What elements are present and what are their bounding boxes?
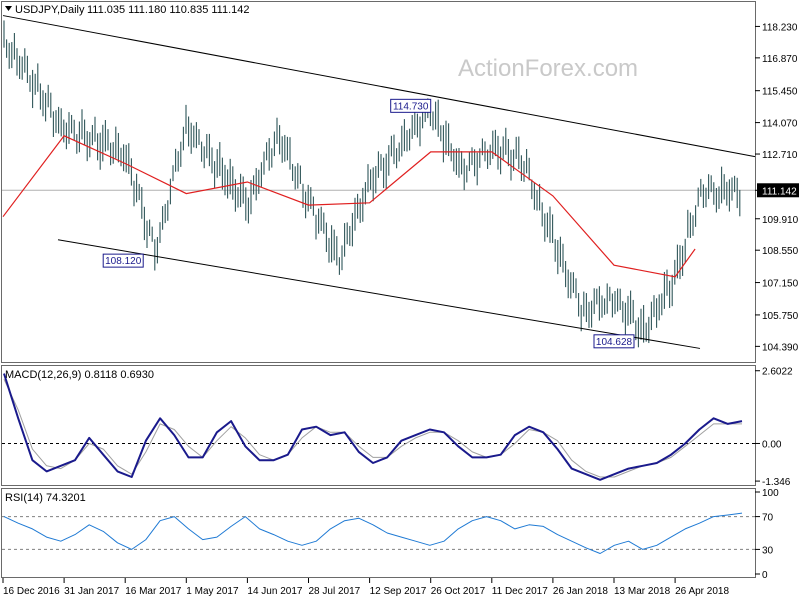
x-tick-label: 1 May 2017: [186, 586, 239, 597]
x-tick-label: 16 Mar 2017: [125, 586, 182, 597]
x-tick-label: 28 Jul 2017: [309, 586, 361, 597]
moving-average-line: [2, 135, 696, 278]
macd-tick-label: -1.346: [762, 477, 791, 488]
menu-triangle-icon[interactable]: [5, 6, 12, 11]
macd-title: MACD(12,26,9) 0.8118 0.6930: [5, 369, 154, 381]
price-tick-label: 114.070: [762, 119, 798, 130]
price-pane: 118.230 116.870 115.450 114.070 112.710 111.1…: [2, 15, 799, 353]
macd-pane: 2.6022 0.00 -1.346: [2, 367, 793, 488]
macd-line: [3, 373, 743, 481]
price-tick-label: 118.230: [762, 22, 798, 33]
price-tick-label: 111.142: [762, 186, 797, 197]
price-tick-label: 115.450: [762, 87, 798, 98]
lower-channel-line: [57, 239, 701, 349]
macd-pane-frame: [1, 365, 756, 486]
rsi-tick-label: 70: [762, 513, 774, 524]
x-tick-label: 12 Sep 2017: [370, 586, 427, 597]
x-tick-label: 11 Dec 2017: [492, 586, 548, 597]
x-tick-label: 26 Oct 2017: [431, 586, 486, 597]
price-tick-label: 108.550: [762, 246, 799, 257]
price-tick-label: 116.870: [762, 54, 798, 65]
price-tick-label: 105.750: [762, 311, 799, 322]
watermark: ActionForex.com: [458, 55, 638, 82]
price-annotation-box: [593, 334, 635, 349]
price-pane-frame: [1, 1, 756, 363]
symbol-label: USDJPY,Daily: [15, 4, 85, 16]
price-tick-label: 109.910: [762, 215, 799, 226]
price-tick-label: 112.710: [762, 150, 798, 161]
x-tick-label: 13 Mar 2018: [614, 586, 671, 597]
macd-tick-label: 0.00: [762, 439, 782, 450]
x-tick-label: 26 Apr 2018: [675, 586, 729, 597]
rsi-tick-label: 30: [762, 545, 774, 556]
ohlc-values: 111.035 111.180 110.835 111.142: [87, 4, 250, 16]
rsi-pane-frame: [1, 488, 756, 578]
macd-signal-line: [3, 378, 742, 478]
x-tick-label: 31 Jan 2017: [64, 586, 119, 597]
last-price-box: [757, 183, 799, 198]
rsi-line: [3, 512, 743, 554]
price-annotation-label: 104.628: [596, 337, 633, 348]
x-axis: 16 Dec 2016 31 Jan 2017 16 Mar 2017 1 May 2…: [2, 578, 729, 597]
price-annotation-box: [102, 253, 144, 268]
price-annotation-label: 108.120: [105, 256, 142, 267]
rsi-tick-label: 0: [762, 570, 768, 581]
upper-channel-line: [2, 15, 756, 158]
candles: [3, 20, 741, 348]
x-tick-label: 26 Jan 2018: [553, 586, 608, 597]
x-tick-label: 14 Jun 2017: [247, 586, 302, 597]
rsi-pane: 100 70 30 0: [2, 488, 779, 581]
price-annotation-label: 114.730: [393, 101, 429, 112]
rsi-tick-label: 100: [762, 488, 779, 499]
price-tick-label: 107.150: [762, 279, 799, 290]
price-tick-label: 104.390: [762, 342, 799, 353]
price-annotation-box: [390, 98, 432, 113]
rsi-title: RSI(14) 74.3201: [5, 492, 86, 504]
x-tick-label: 16 Dec 2016: [3, 586, 60, 597]
macd-tick-label: 2.6022: [762, 367, 793, 378]
